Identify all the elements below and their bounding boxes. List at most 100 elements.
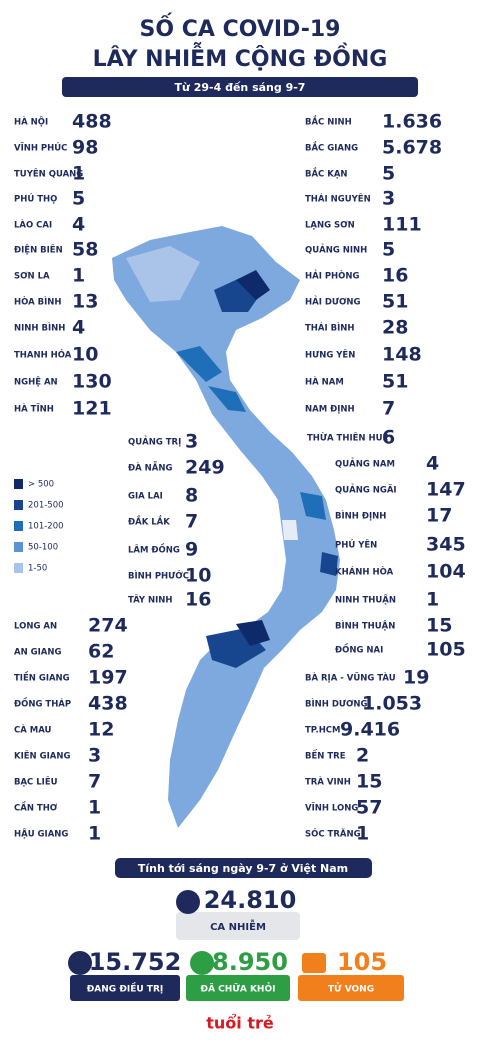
map-region [320, 552, 338, 576]
total-box [176, 912, 300, 940]
province-name: NAM ĐỊNH [305, 405, 355, 415]
province-value: 105 [426, 639, 466, 661]
province-value: 147 [426, 479, 466, 501]
province-value: 1 [72, 265, 85, 287]
province-value: 19 [403, 667, 429, 689]
province-value: 1 [426, 589, 439, 611]
province-value: 104 [426, 561, 466, 583]
province-value: 16 [382, 265, 408, 287]
legend-swatch [14, 542, 23, 552]
map-region [282, 520, 298, 540]
province-name: SÓC TRĂNG [305, 828, 361, 840]
province-name: TP.HCM [305, 726, 341, 736]
map-region [300, 492, 326, 520]
province-value: 249 [185, 457, 225, 479]
province-value: 197 [88, 667, 128, 689]
province-value: 13 [72, 291, 98, 313]
icon [176, 890, 200, 914]
province-name: NINH BÌNH [14, 322, 65, 334]
province-name: TUYÊN QUANG [14, 168, 83, 180]
province-value: 4 [72, 317, 85, 339]
province-name: LÀO CAI [14, 219, 52, 231]
province-name: CẦN THƠ [14, 801, 58, 814]
province-value: 62 [88, 641, 114, 663]
province-name: BẾN TRE [305, 749, 346, 762]
province-name: THÁI NGUYÊN [305, 193, 371, 205]
province-name: QUẢNG TRỊ [128, 436, 181, 448]
province-value: 51 [382, 371, 408, 393]
deaths-box [298, 975, 404, 1001]
legend-label: 50-100 [28, 543, 58, 553]
province-value: 1 [88, 823, 101, 845]
province-name: QUẢNG NINH [305, 244, 367, 256]
province-name: BÌNH THUẬN [335, 620, 395, 632]
province-name: BẮC NINH [305, 115, 352, 128]
province-name: LONG AN [14, 622, 57, 632]
province-value: 274 [88, 615, 128, 637]
province-name: ĐÀ NẴNG [128, 461, 172, 474]
province-value: 51 [382, 291, 408, 313]
legend-swatch [14, 479, 23, 489]
map [112, 226, 340, 828]
province-name: BÀ RỊA - VŨNG TÀU [305, 672, 396, 684]
province-value: 130 [72, 371, 112, 393]
province-name: VĨNH PHÚC [14, 142, 67, 154]
province-name: HẢI PHÒNG [305, 270, 359, 282]
province-value: 438 [88, 693, 128, 715]
province-name: KHÁNH HÒA [335, 566, 394, 578]
province-value: 8 [185, 485, 198, 507]
province-value: 17 [426, 505, 452, 527]
province-value: 1 [72, 163, 85, 185]
province-name: ĐIỆN BIÊN [14, 244, 63, 256]
map-region [176, 346, 222, 382]
province-name: BẮC KẠN [305, 167, 348, 180]
province-name: NGHỆ AN [14, 377, 58, 388]
province-value: 4 [426, 453, 439, 475]
province-name: HÀ NAM [305, 376, 344, 388]
province-name: QUẢNG NAM [335, 458, 395, 470]
province-name: TRÀ VINH [305, 776, 351, 788]
total: 24.810 [204, 886, 297, 914]
subtitle-bar [62, 77, 418, 97]
province-name: QUẢNG NGÃI [335, 484, 397, 496]
total-label: CA NHIỄM [210, 918, 266, 933]
province-value: 5 [382, 239, 395, 261]
province-value: 7 [382, 398, 395, 420]
province-value: 488 [72, 111, 112, 133]
province-value: 1 [88, 797, 101, 819]
map-region [208, 386, 246, 412]
recovered: 8.950 [212, 948, 288, 976]
province-value: 7 [88, 771, 101, 793]
province-value: 5 [72, 188, 85, 210]
legend-label: 101-200 [28, 522, 64, 532]
province-value: 3 [185, 431, 198, 453]
province-value: 10 [185, 565, 211, 587]
deaths: 105 [337, 948, 387, 976]
province-name: ĐẮK LẮK [128, 515, 170, 528]
province-value: 148 [382, 344, 422, 366]
province-value: 12 [88, 719, 114, 741]
province-value: 1 [356, 823, 369, 845]
province-value: 5.678 [382, 137, 442, 159]
province-value: 16 [185, 589, 211, 611]
province-value: 1.053 [362, 693, 422, 715]
province-value: 9 [185, 539, 198, 561]
icon [68, 951, 92, 975]
map-region [236, 270, 270, 300]
province-name: BẠC LIÊU [14, 776, 58, 788]
province-name: BÌNH PHƯỚC [128, 570, 189, 582]
province-name: VĨNH LONG [305, 803, 358, 814]
province-name: ĐỒNG NAI [335, 643, 383, 656]
province-name: HẢI DƯƠNG [305, 296, 361, 308]
province-name: THÁI BÌNH [305, 322, 354, 334]
legend-label: 201-500 [28, 501, 64, 511]
treating-box [70, 975, 180, 1001]
province-value: 4 [72, 214, 85, 236]
legend-label: 1-50 [28, 564, 47, 574]
subtitle: Từ 29-4 đến sáng 9-7 [175, 81, 306, 94]
province-name: AN GIANG [14, 648, 61, 658]
province-value: 98 [72, 137, 98, 159]
province-name: PHÚ YÊN [335, 539, 377, 551]
logo: tuổi trẻ [206, 1014, 274, 1033]
province-name: ĐỒNG THÁP [14, 697, 71, 710]
